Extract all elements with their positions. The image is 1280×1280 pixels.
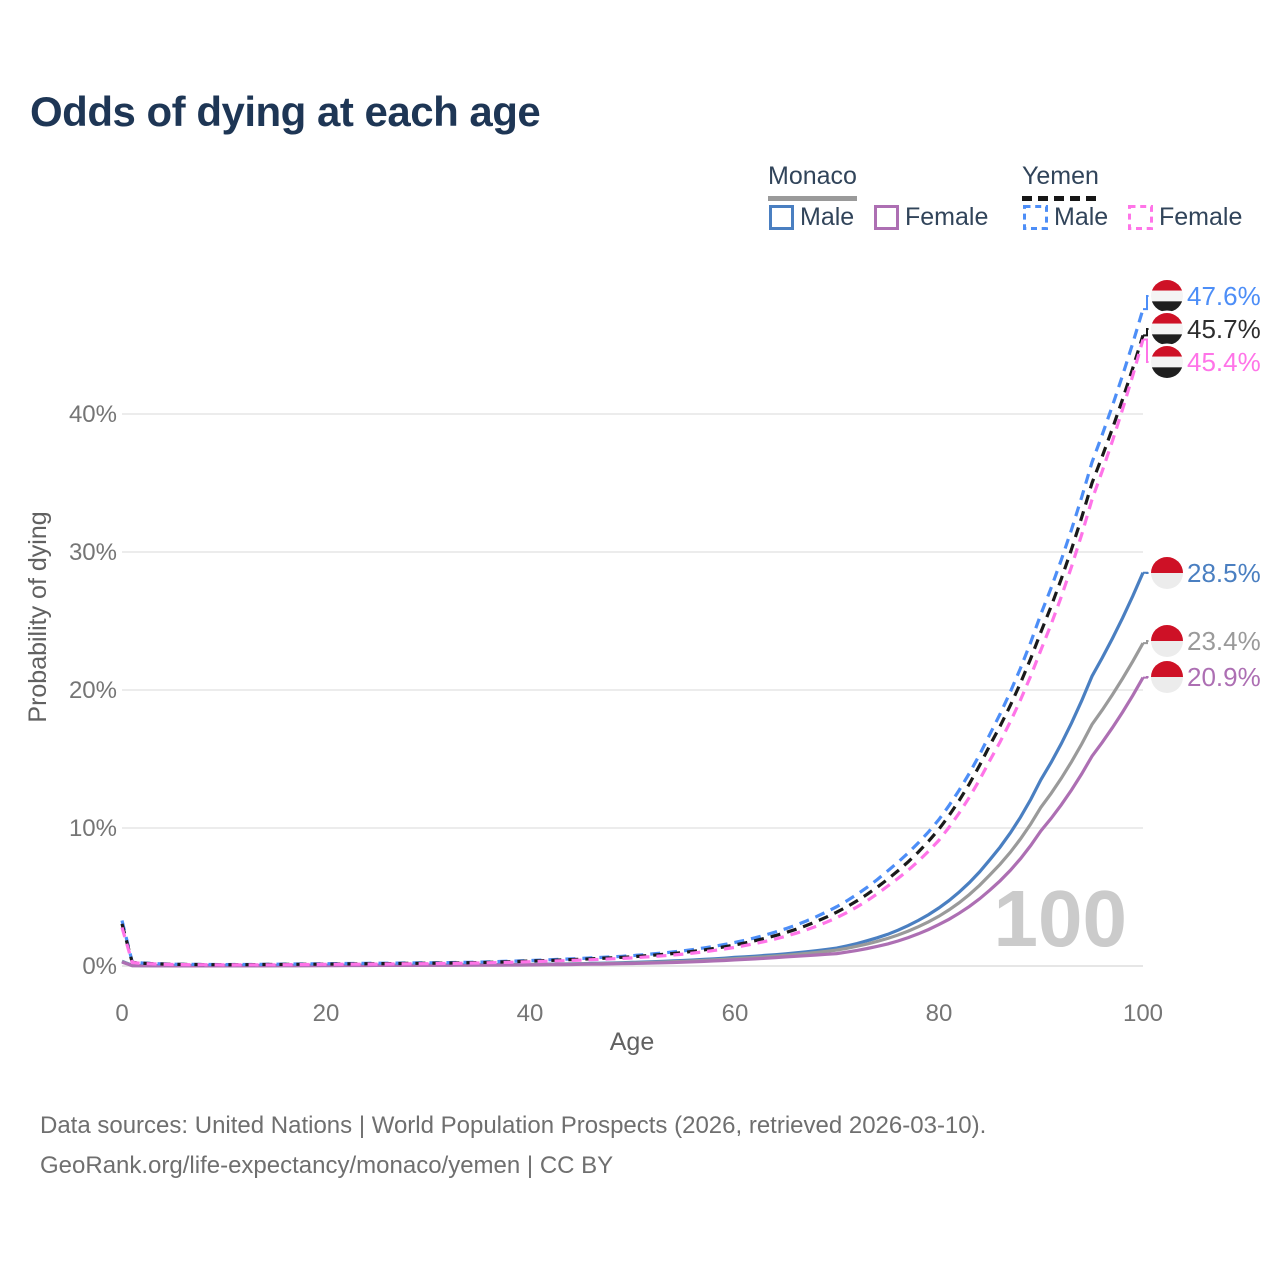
- series-line-yemen_male: [120, 308, 1145, 967]
- series-line-monaco_male: [121, 572, 1145, 968]
- x-tick-0: 0: [115, 1000, 128, 1027]
- y-axis-ticks: 0% 10% 20% 30% 40%: [69, 401, 117, 980]
- yemen-flag-icon: [1148, 277, 1186, 315]
- legend-yemen-label: Yemen: [1022, 162, 1099, 190]
- y-tick-30: 30%: [69, 539, 117, 566]
- monaco-female-swatch-icon: [874, 205, 899, 230]
- footer: Data sources: United Nations | World Pop…: [40, 1106, 986, 1186]
- yemen-male-swatch-icon: [1023, 205, 1048, 230]
- legend-monaco-label: Monaco: [768, 162, 857, 190]
- y-axis-title: Probability of dying: [24, 511, 52, 722]
- x-axis-ticks: 0 20 40 60 80 100: [115, 1000, 1163, 1027]
- end-value-label-yemen_male: 47.6%: [1187, 281, 1261, 311]
- yemen-flag-icon: [1148, 310, 1186, 348]
- x-tick-80: 80: [926, 1000, 953, 1027]
- end-labels: 47.6%45.7%45.4% 28.5% 23.4% 20.9%: [1143, 277, 1261, 696]
- x-tick-100: 100: [1123, 1000, 1163, 1027]
- monaco-male-swatch-icon: [769, 205, 794, 230]
- series-line-monaco_female: [121, 676, 1145, 968]
- x-tick-60: 60: [722, 1000, 749, 1027]
- yemen-female-swatch-icon: [1128, 205, 1153, 230]
- x-axis-title: Age: [610, 1028, 654, 1056]
- legend-item-yemen-female[interactable]: Female: [1127, 203, 1242, 232]
- end-value-label-monaco_female: 20.9%: [1187, 662, 1261, 692]
- footer-attribution[interactable]: GeoRank.org/life-expectancy/monaco/yemen…: [40, 1152, 614, 1179]
- legend-label: Male: [1054, 203, 1109, 231]
- yemen-combined-line-swatch: [1022, 196, 1099, 201]
- end-value-label-yemen_female: 45.4%: [1187, 347, 1261, 377]
- legend-label: Female: [1159, 203, 1243, 231]
- legend-label: Male: [800, 203, 855, 231]
- monaco-flag-icon: [1148, 658, 1186, 696]
- end-value-label-monaco_both: 23.4%: [1187, 626, 1261, 656]
- page-title: Odds of dying at each age: [30, 88, 541, 135]
- age-watermark: 100: [994, 874, 1127, 963]
- gridlines: [122, 413, 1143, 967]
- legend-label: Female: [905, 203, 989, 231]
- monaco-combined-line-swatch: [768, 196, 857, 201]
- monaco-flag-icon: [1148, 622, 1186, 660]
- x-tick-40: 40: [517, 1000, 544, 1027]
- yemen-flag-icon: [1148, 343, 1186, 381]
- series-line-monaco_both: [121, 642, 1145, 968]
- y-tick-10: 10%: [69, 815, 117, 842]
- legend-group-monaco[interactable]: Monaco: [768, 162, 857, 201]
- end-value-label-monaco_male: 28.5%: [1187, 558, 1261, 588]
- y-tick-20: 20%: [69, 677, 117, 704]
- legend-item-monaco-female[interactable]: Female: [873, 203, 988, 232]
- monaco-flag-icon: [1148, 554, 1186, 592]
- legend-group-yemen[interactable]: Yemen: [1022, 162, 1099, 201]
- series-line-yemen_both: [120, 334, 1145, 967]
- series-line-yemen_female: [120, 339, 1145, 967]
- y-tick-0: 0%: [82, 953, 117, 980]
- legend-item-monaco-male[interactable]: Male: [768, 203, 854, 232]
- legend-item-yemen-male[interactable]: Male: [1022, 203, 1108, 232]
- end-value-label-yemen_both: 45.7%: [1187, 314, 1261, 344]
- x-tick-20: 20: [313, 1000, 340, 1027]
- y-tick-40: 40%: [69, 401, 117, 428]
- series-lines: [120, 308, 1145, 968]
- footer-sources: Data sources: United Nations | World Pop…: [40, 1112, 987, 1139]
